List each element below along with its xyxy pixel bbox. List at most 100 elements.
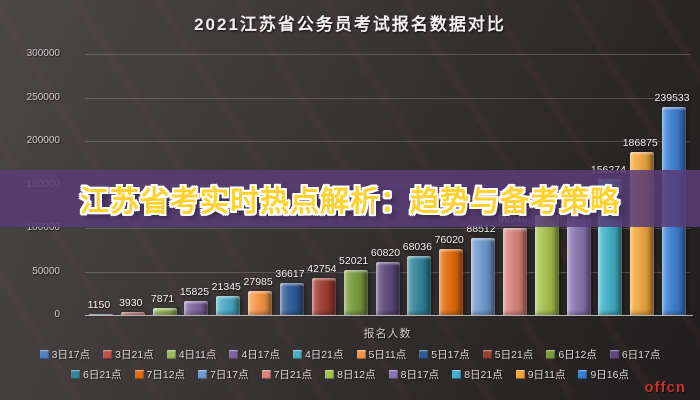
bar-3日21点 — [120, 312, 145, 315]
legend-label: 3日17点 — [51, 349, 91, 361]
y-tick-100000: 100000 — [26, 222, 60, 233]
headline-banner: 江苏省考实时热点解析：趋势与备考策略 — [0, 170, 700, 227]
bar-7日12点 — [439, 249, 464, 315]
legend-swatch-icon — [71, 370, 80, 379]
bar-value-6日21点: 68036 — [402, 241, 432, 253]
legend-swatch-icon — [261, 370, 271, 379]
legend-label: 8日21点 — [464, 369, 503, 381]
legend-label: 4日11点 — [178, 349, 217, 361]
legend-row-1: 3日17点 3日21点 4日11点 4日17点 4日21点 5日11点 5日17点 5日21点… — [0, 347, 700, 362]
bar-value-4日21点: 21345 — [211, 281, 241, 293]
y-tick-50000: 50000 — [32, 265, 60, 277]
legend-label: 5日17点 — [431, 349, 470, 361]
legend-label: 7日17点 — [210, 369, 249, 381]
bar-5日21点 — [311, 278, 336, 315]
bar-8日12点 — [534, 215, 559, 315]
legend-label: 5日21点 — [494, 349, 534, 361]
y-tick-250000: 250000 — [26, 91, 60, 103]
legend-swatch-icon — [325, 370, 335, 379]
legend-label: 5日11点 — [368, 349, 407, 361]
y-tick-200000: 200000 — [26, 135, 60, 146]
legend-item-8日17点: 8日17点 — [388, 367, 439, 382]
bar-value-4日11点: 7871 — [150, 293, 175, 305]
legend-item-5日11点: 5日11点 — [356, 347, 407, 362]
bar-value-6日17点: 60820 — [370, 247, 401, 259]
legend-item-4日11点: 4日11点 — [166, 347, 217, 362]
legend-swatch-icon — [39, 350, 49, 359]
legend-item-6日17点: 6日17点 — [609, 347, 661, 362]
legend-label: 4日17点 — [241, 349, 280, 361]
legend-label: 7日12点 — [146, 369, 186, 381]
bar-5日17点 — [279, 283, 304, 315]
chart-title: 2021江苏省公务员考试报名数据对比 — [194, 15, 506, 34]
bar-6日12点 — [343, 270, 368, 315]
legend-label: 6日17点 — [621, 349, 661, 361]
bar-value-6日12点: 52021 — [339, 255, 369, 267]
legend-swatch-icon — [198, 370, 208, 379]
bar-value-5日17点: 36617 — [275, 268, 305, 280]
legend-swatch-icon — [388, 370, 398, 379]
gridline-250000 — [85, 97, 690, 99]
legend-swatch-icon — [103, 350, 113, 359]
legend-label: 9日16点 — [590, 369, 629, 381]
bar-4日11点 — [152, 308, 177, 315]
legend-item-6日21点: 6日21点 — [71, 367, 122, 382]
y-tick-0: 0 — [54, 309, 60, 320]
headline-text: 江苏省考实时热点解析：趋势与备考策略 — [79, 185, 620, 218]
legend-label: 6日12点 — [558, 349, 597, 361]
y-tick-300000: 300000 — [26, 48, 60, 59]
bar-value-9日16点: 239533 — [654, 92, 690, 104]
legend-label: 3日21点 — [115, 349, 154, 361]
gridline-200000 — [85, 141, 690, 142]
bar-5日11点 — [248, 291, 273, 315]
legend-label: 6日21点 — [83, 369, 122, 381]
bar-value-3日21点: 3930 — [119, 297, 143, 309]
bar-4日17点 — [184, 301, 209, 315]
legend-swatch-icon — [229, 350, 239, 359]
legend-item-9日16点: 9日16点 — [578, 367, 629, 382]
gridline-100000 — [85, 228, 690, 229]
x-axis-line — [85, 315, 693, 316]
legend-item-8日12点: 8日12点 — [325, 367, 376, 382]
legend-item-6日12点: 6日12点 — [546, 347, 597, 362]
legend-swatch-icon — [356, 350, 366, 359]
bar-value-4日17点: 15825 — [179, 286, 210, 298]
bar-value-3日17点: 1150 — [87, 299, 111, 311]
legend-label: 4日21点 — [304, 349, 344, 361]
legend-item-4日21点: 4日21点 — [292, 347, 344, 362]
bar-7日17点 — [471, 238, 496, 315]
legend-label: 9日11点 — [527, 369, 566, 381]
bar-3日17点 — [88, 314, 113, 315]
gridline-300000 — [85, 54, 690, 55]
bar-value-7日12点: 76020 — [434, 234, 464, 246]
offcn-watermark: offcn — [644, 379, 686, 396]
legend-swatch-icon — [292, 350, 302, 359]
bar-value-5日21点: 42754 — [307, 263, 337, 275]
bar-7日21点 — [502, 228, 527, 315]
bar-value-9日11点: 186875 — [622, 137, 658, 149]
legend-swatch-icon — [134, 370, 144, 379]
legend-swatch-icon — [482, 350, 492, 359]
legend-item-9日11点: 9日11点 — [515, 367, 566, 382]
legend-swatch-icon — [609, 350, 619, 359]
legend-swatch-icon — [419, 350, 429, 359]
legend-item-5日17点: 5日17点 — [419, 347, 470, 362]
legend-label: 7日21点 — [273, 369, 313, 381]
bar-value-5日11点: 27985 — [243, 276, 273, 288]
legend-swatch-icon — [515, 370, 525, 379]
legend-label: 8日12点 — [337, 369, 376, 381]
bar-6日21点 — [407, 256, 432, 315]
bar-4日21点 — [216, 296, 241, 315]
legend-item-7日21点: 7日21点 — [261, 367, 313, 382]
legend-swatch-icon — [452, 370, 462, 379]
legend-swatch-icon — [578, 370, 588, 379]
legend-item-3日21点: 3日21点 — [103, 347, 154, 362]
legend-item-7日17点: 7日17点 — [198, 367, 249, 382]
legend-row-2: 6日21点 7日12点 7日17点 7日21点 8日12点 8日17点 8日21点 9日11点… — [0, 367, 700, 382]
legend-item-3日17点: 3日17点 — [39, 347, 91, 362]
legend-item-8日21点: 8日21点 — [452, 367, 503, 382]
legend-swatch-icon — [546, 350, 556, 359]
x-axis-label: 报名人数 — [363, 328, 412, 340]
legend-item-5日21点: 5日21点 — [482, 347, 534, 362]
